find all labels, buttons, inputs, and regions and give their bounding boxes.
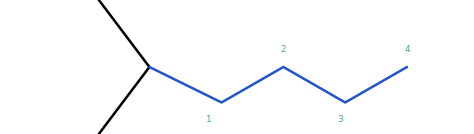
Text: 1: 1	[206, 115, 212, 124]
Text: 3: 3	[337, 115, 343, 124]
Text: 4: 4	[404, 45, 410, 54]
Text: 2: 2	[281, 45, 286, 54]
